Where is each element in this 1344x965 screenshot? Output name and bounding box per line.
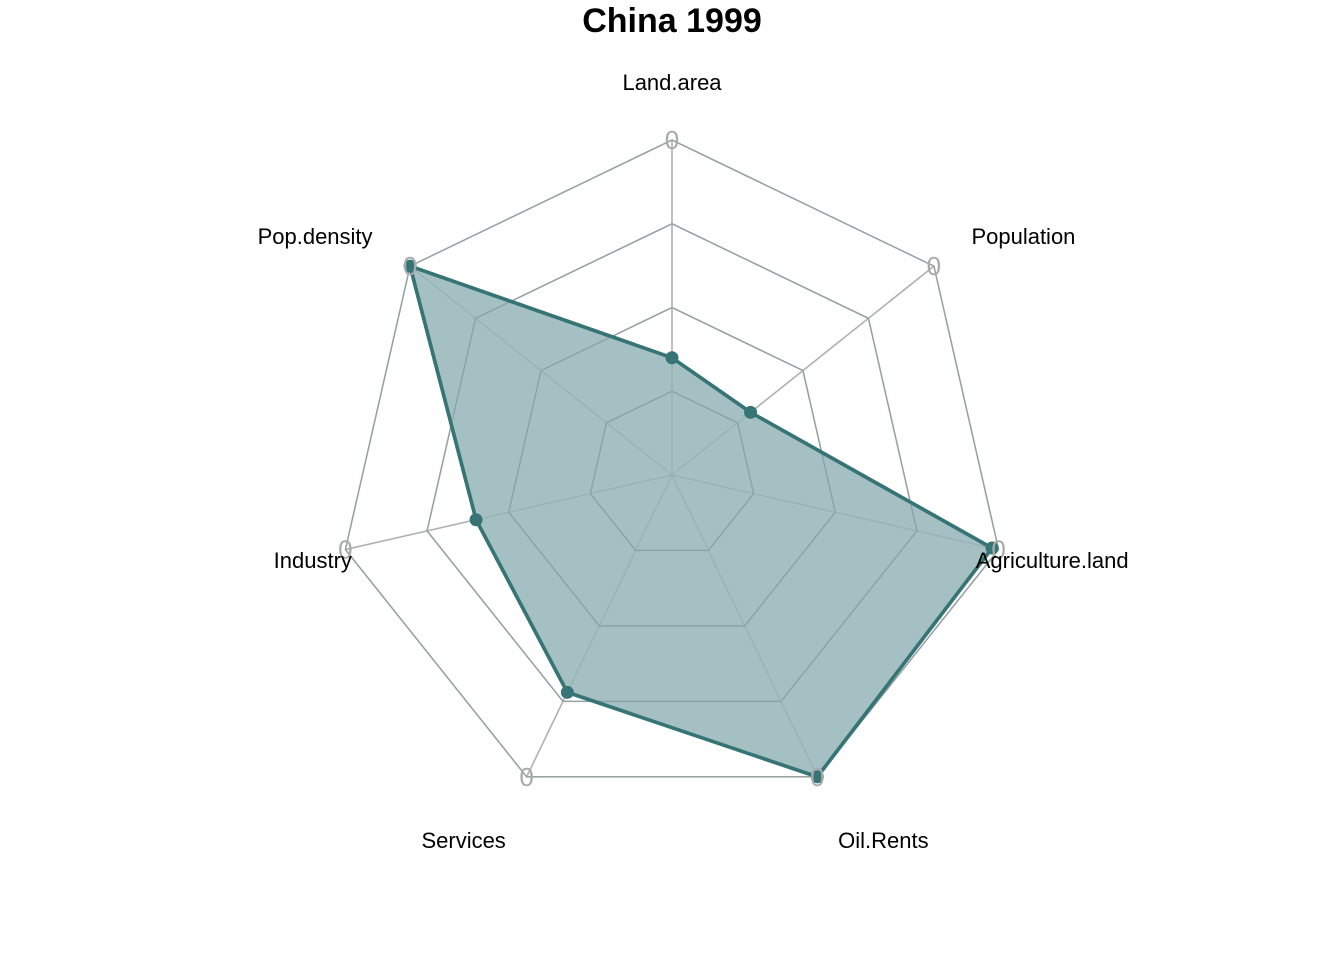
axis-label-agriculture-land: Agriculture.land — [976, 548, 1129, 573]
data-point-pop-density — [403, 259, 417, 273]
label-layer: 0 0 0 0 0 0 0 Land.area Population Agriculture.la… — [258, 70, 1129, 853]
data-point-industry — [469, 513, 483, 527]
grid-ring-overlay-4 — [344, 139, 1000, 778]
tick-label-1: 0 — [927, 251, 941, 281]
grid-ring-overlay-2 — [508, 306, 836, 627]
axis-label-services: Services — [421, 828, 505, 853]
series-outline — [408, 264, 994, 779]
data-point-agriculture-land — [985, 541, 999, 555]
chart-title: China 1999 — [582, 2, 762, 40]
tick-label-3: 0 — [810, 762, 824, 792]
data-point-services — [560, 685, 574, 699]
tick-label-6: 0 — [403, 251, 417, 281]
data-point-oil-rents — [810, 770, 824, 784]
axis-label-population: Population — [971, 224, 1075, 249]
series-layer — [344, 139, 1000, 784]
axis-label-industry: Industry — [274, 548, 352, 573]
axis-label-oil-rents: Oil.Rents — [838, 828, 928, 853]
tick-label-0: 0 — [665, 125, 679, 155]
tick-label-2: 0 — [991, 535, 1005, 565]
data-point-land-area — [665, 351, 679, 365]
grid-ring-overlay-1 — [589, 390, 755, 552]
tick-label-4: 0 — [519, 762, 533, 792]
tick-label-5: 0 — [338, 535, 352, 565]
grid-ring-overlay-3 — [426, 223, 918, 702]
data-point-population — [744, 405, 758, 419]
axis-label-pop-density: Pop.density — [258, 224, 373, 249]
series-area — [408, 264, 994, 779]
axis-label-land-area: Land.area — [622, 70, 722, 95]
